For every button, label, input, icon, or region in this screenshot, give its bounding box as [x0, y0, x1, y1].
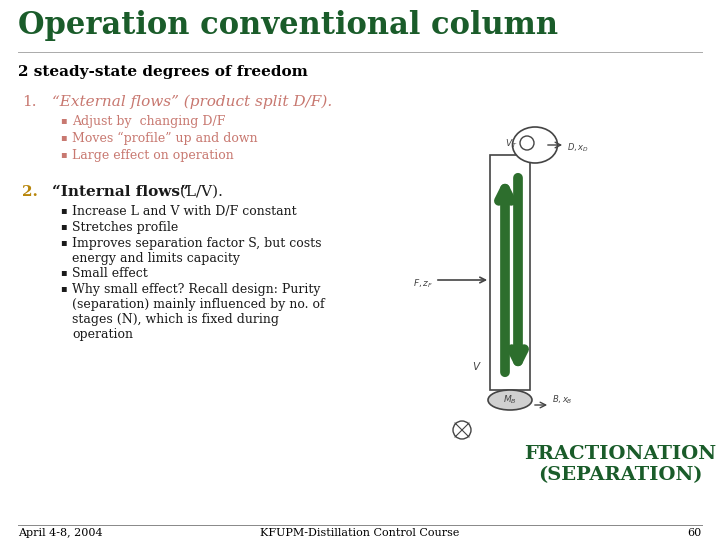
- Text: 2 steady-state degrees of freedom: 2 steady-state degrees of freedom: [18, 65, 308, 79]
- Text: Small effect: Small effect: [72, 267, 148, 280]
- Text: ▪: ▪: [60, 132, 67, 142]
- Text: Operation conventional column: Operation conventional column: [18, 10, 558, 41]
- Text: ▪: ▪: [60, 115, 67, 125]
- Text: ▪: ▪: [60, 205, 67, 215]
- Text: KFUPM-Distillation Control Course: KFUPM-Distillation Control Course: [261, 528, 459, 538]
- Bar: [490, 155, 530, 390]
- Text: ▪: ▪: [60, 237, 67, 247]
- Text: $M_B$: $M_B$: [503, 394, 517, 406]
- Text: $V$: $V$: [472, 360, 482, 372]
- Text: Large effect on operation: Large effect on operation: [72, 149, 234, 162]
- Text: $B, x_B$: $B, x_B$: [552, 394, 572, 406]
- Text: Stretches profile: Stretches profile: [72, 221, 179, 234]
- Circle shape: [520, 136, 534, 150]
- Ellipse shape: [513, 127, 557, 163]
- Text: Why small effect? Recall design: Purity
(separation) mainly influenced by no. of: Why small effect? Recall design: Purity …: [72, 283, 325, 341]
- Text: ▪: ▪: [60, 149, 67, 159]
- Text: “External flows” (product split D/F).: “External flows” (product split D/F).: [52, 95, 332, 110]
- Text: “Internal flows”: “Internal flows”: [52, 185, 189, 199]
- Text: $V_T$: $V_T$: [505, 137, 518, 150]
- Text: 60: 60: [688, 528, 702, 538]
- Text: (L/V).: (L/V).: [175, 185, 223, 199]
- Text: $F, z_F$: $F, z_F$: [413, 278, 433, 291]
- Text: ▪: ▪: [60, 221, 67, 231]
- Circle shape: [453, 421, 471, 439]
- Text: 1.: 1.: [22, 95, 37, 109]
- Text: ▪: ▪: [60, 267, 67, 277]
- Text: FRACTIONATION
(SEPARATION): FRACTIONATION (SEPARATION): [524, 445, 716, 484]
- Text: April 4-8, 2004: April 4-8, 2004: [18, 528, 103, 538]
- Text: Moves “profile” up and down: Moves “profile” up and down: [72, 132, 258, 145]
- Text: Improves separation factor S, but costs
energy and limits capacity: Improves separation factor S, but costs …: [72, 237, 322, 265]
- Text: Increase L and V with D/F constant: Increase L and V with D/F constant: [72, 205, 297, 218]
- Text: Adjust by  changing D/F: Adjust by changing D/F: [72, 115, 225, 128]
- Ellipse shape: [488, 390, 532, 410]
- Text: $D, x_D$: $D, x_D$: [567, 141, 589, 153]
- Text: ▪: ▪: [60, 283, 67, 293]
- Text: 2.: 2.: [22, 185, 38, 199]
